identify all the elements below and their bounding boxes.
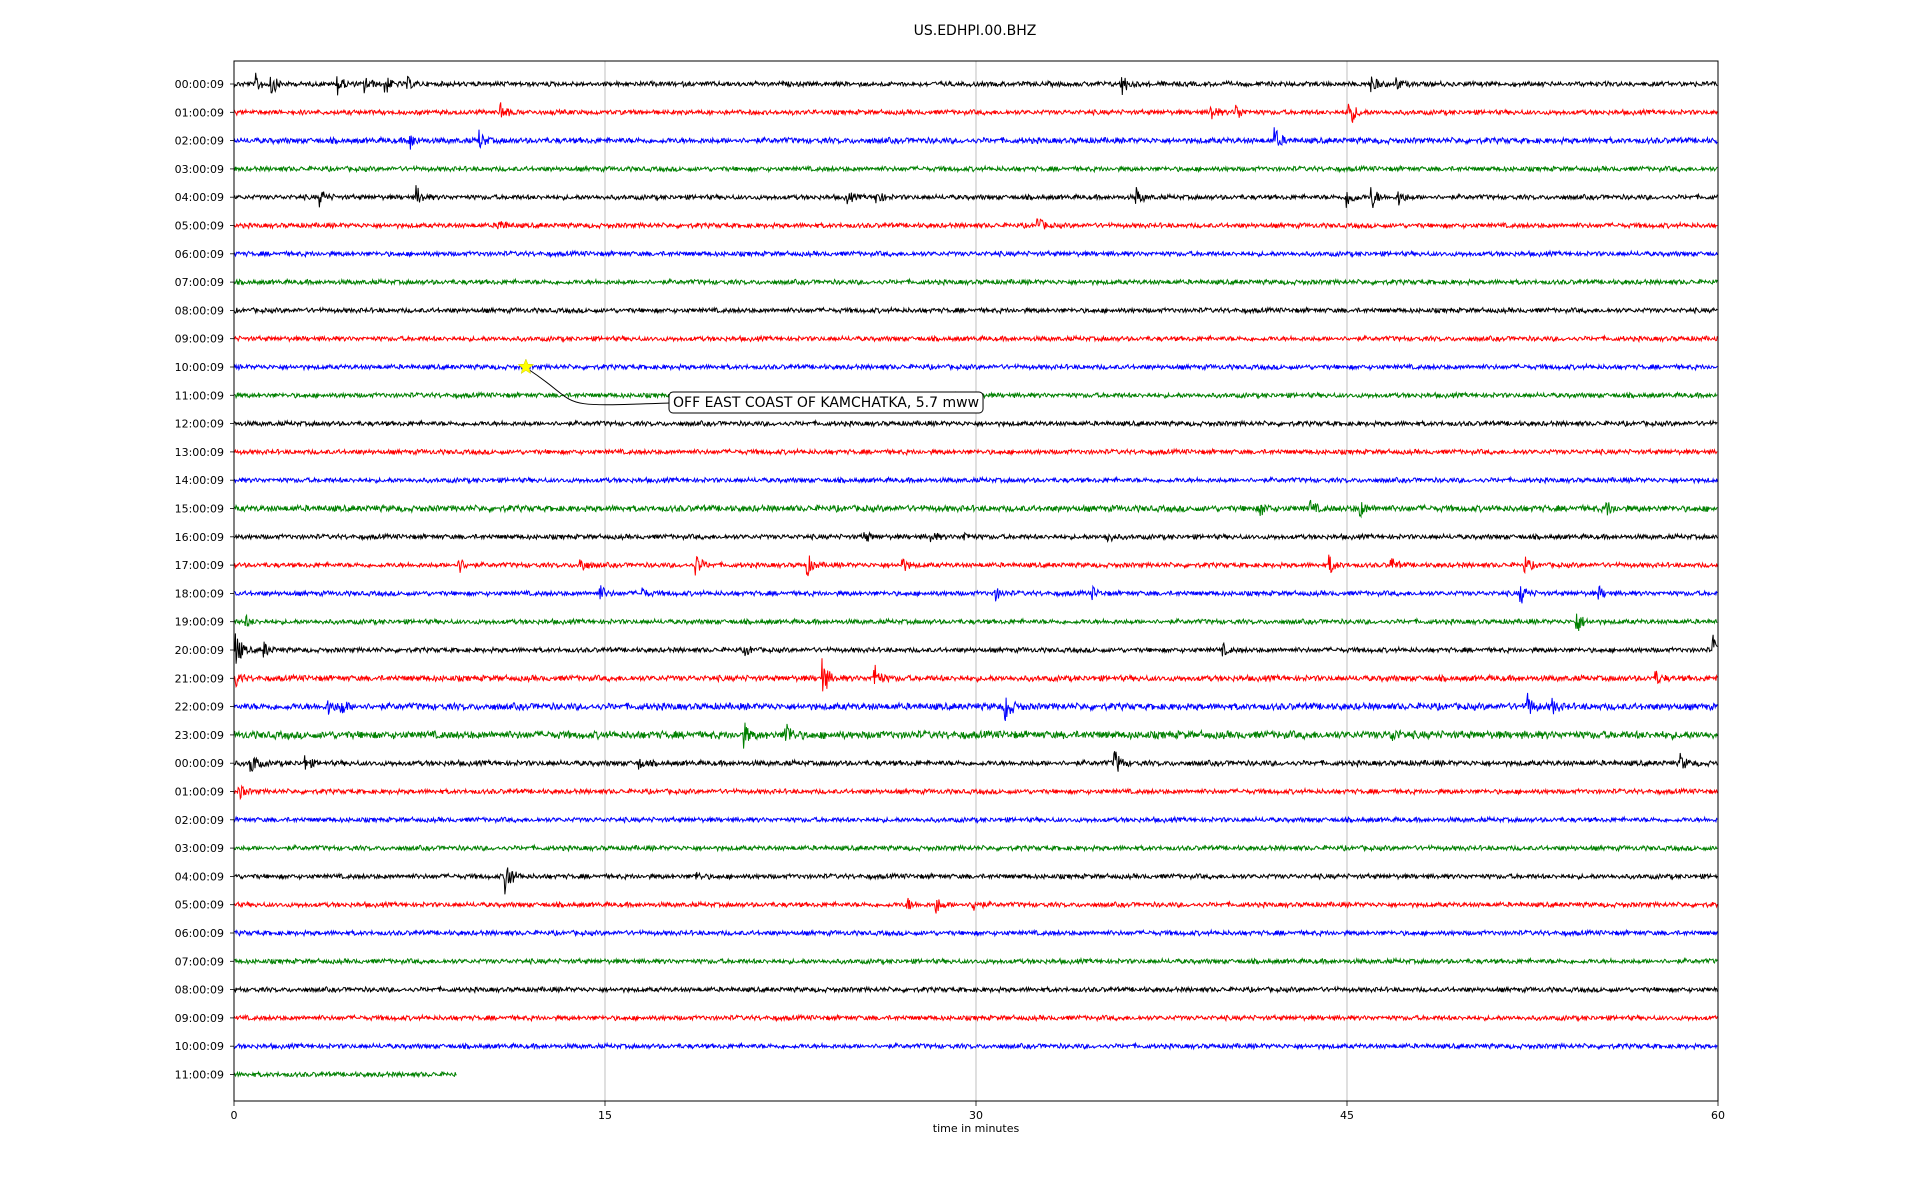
row-time-label: 23:00:09 bbox=[175, 729, 224, 742]
row-time-label: 14:00:09 bbox=[175, 474, 224, 487]
row-time-label: 04:00:09 bbox=[175, 191, 224, 204]
trace-line bbox=[233, 72, 1718, 96]
annotation-box bbox=[668, 391, 984, 414]
trace-line bbox=[233, 164, 1718, 174]
row-time-labels: 00:00:09 01:00:09 02:00:09 03:00:09 04:00:09… bbox=[175, 78, 234, 1082]
row-time-label: 02:00:09 bbox=[175, 814, 224, 827]
row-time-label: 10:00:09 bbox=[175, 1040, 224, 1053]
row-time-label: 08:00:09 bbox=[175, 304, 224, 317]
trace-lines bbox=[233, 72, 1718, 1079]
row-time-label: 09:00:09 bbox=[175, 333, 224, 346]
row-time-label: 01:00:09 bbox=[175, 786, 224, 799]
trace-line bbox=[233, 751, 1718, 772]
row-time-label: 10:00:09 bbox=[175, 361, 224, 374]
trace-line bbox=[233, 185, 1718, 208]
trace-line bbox=[233, 1013, 1718, 1023]
trace-line bbox=[233, 499, 1718, 519]
row-time-label: 07:00:09 bbox=[175, 276, 224, 289]
x-axis-ticks: 0 15 30 45 60 bbox=[231, 1101, 1725, 1122]
trace-line bbox=[233, 475, 1718, 485]
trace-line bbox=[233, 127, 1718, 150]
row-time-label: 16:00:09 bbox=[175, 531, 224, 544]
row-time-label: 20:00:09 bbox=[175, 644, 224, 657]
event-star-marker bbox=[517, 358, 535, 375]
trace-line bbox=[233, 584, 1718, 604]
trace-line bbox=[233, 613, 1718, 632]
row-time-label: 01:00:09 bbox=[175, 106, 224, 119]
row-time-label: 11:00:09 bbox=[175, 1069, 224, 1082]
row-time-label: 02:00:09 bbox=[175, 135, 224, 148]
trace-line bbox=[233, 218, 1718, 230]
row-time-label: 18:00:09 bbox=[175, 587, 224, 600]
row-time-label: 15:00:09 bbox=[175, 503, 224, 516]
trace-line bbox=[233, 867, 1718, 895]
grid-lines bbox=[604, 61, 1348, 1101]
row-time-label: 03:00:09 bbox=[175, 842, 224, 855]
trace-line bbox=[233, 447, 1718, 457]
trace-line bbox=[233, 305, 1718, 315]
row-time-label: 05:00:09 bbox=[175, 899, 224, 912]
row-time-label: 03:00:09 bbox=[175, 163, 224, 176]
trace-line bbox=[233, 897, 1718, 914]
row-time-label: 17:00:09 bbox=[175, 559, 224, 572]
trace-line bbox=[233, 784, 1718, 801]
x-tick-label: 0 bbox=[231, 1109, 238, 1122]
trace-line bbox=[233, 985, 1718, 994]
trace-line bbox=[233, 249, 1718, 259]
trace-line bbox=[233, 928, 1718, 938]
row-time-label: 04:00:09 bbox=[175, 870, 224, 883]
trace-line bbox=[233, 956, 1718, 966]
x-tick-label: 45 bbox=[1340, 1109, 1354, 1122]
trace-line bbox=[233, 658, 1718, 692]
row-time-label: 13:00:09 bbox=[175, 446, 224, 459]
trace-line bbox=[233, 722, 1718, 749]
trace-line bbox=[233, 334, 1718, 344]
event-annotation: OFF EAST COAST OF KAMCHATKA, 5.7 mww bbox=[517, 358, 984, 414]
row-time-label: 06:00:09 bbox=[175, 248, 224, 261]
trace-line bbox=[233, 843, 1718, 853]
row-time-label: 08:00:09 bbox=[175, 984, 224, 997]
row-time-label: 00:00:09 bbox=[175, 757, 224, 770]
row-time-label: 21:00:09 bbox=[175, 672, 224, 685]
trace-line bbox=[233, 1070, 457, 1079]
row-time-label: 11:00:09 bbox=[175, 389, 224, 402]
row-time-label: 09:00:09 bbox=[175, 1012, 224, 1025]
chart-title: US.EDHPI.00.BHZ bbox=[914, 23, 1037, 39]
trace-line bbox=[233, 554, 1718, 577]
x-tick-label: 60 bbox=[1711, 1109, 1725, 1122]
trace-line bbox=[233, 815, 1718, 825]
trace-line bbox=[233, 633, 1718, 664]
trace-line bbox=[233, 277, 1718, 287]
trace-line bbox=[233, 362, 1718, 372]
row-time-label: 06:00:09 bbox=[175, 927, 224, 940]
row-time-label: 12:00:09 bbox=[175, 418, 224, 431]
trace-line bbox=[233, 419, 1718, 428]
trace-line bbox=[233, 102, 1718, 123]
x-tick-label: 30 bbox=[969, 1109, 983, 1122]
annotation-connector bbox=[527, 368, 670, 406]
row-time-label: 05:00:09 bbox=[175, 220, 224, 233]
row-time-label: 07:00:09 bbox=[175, 955, 224, 968]
x-tick-label: 15 bbox=[598, 1109, 612, 1122]
row-time-label: 00:00:09 bbox=[175, 78, 224, 91]
trace-line bbox=[233, 530, 1718, 543]
row-time-label: 19:00:09 bbox=[175, 616, 224, 629]
trace-line bbox=[233, 692, 1718, 721]
x-axis-label: time in minutes bbox=[933, 1122, 1020, 1135]
trace-line bbox=[233, 1041, 1718, 1051]
annotation-text: OFF EAST COAST OF KAMCHATKA, 5.7 mww bbox=[673, 395, 979, 411]
row-time-label: 22:00:09 bbox=[175, 701, 224, 714]
